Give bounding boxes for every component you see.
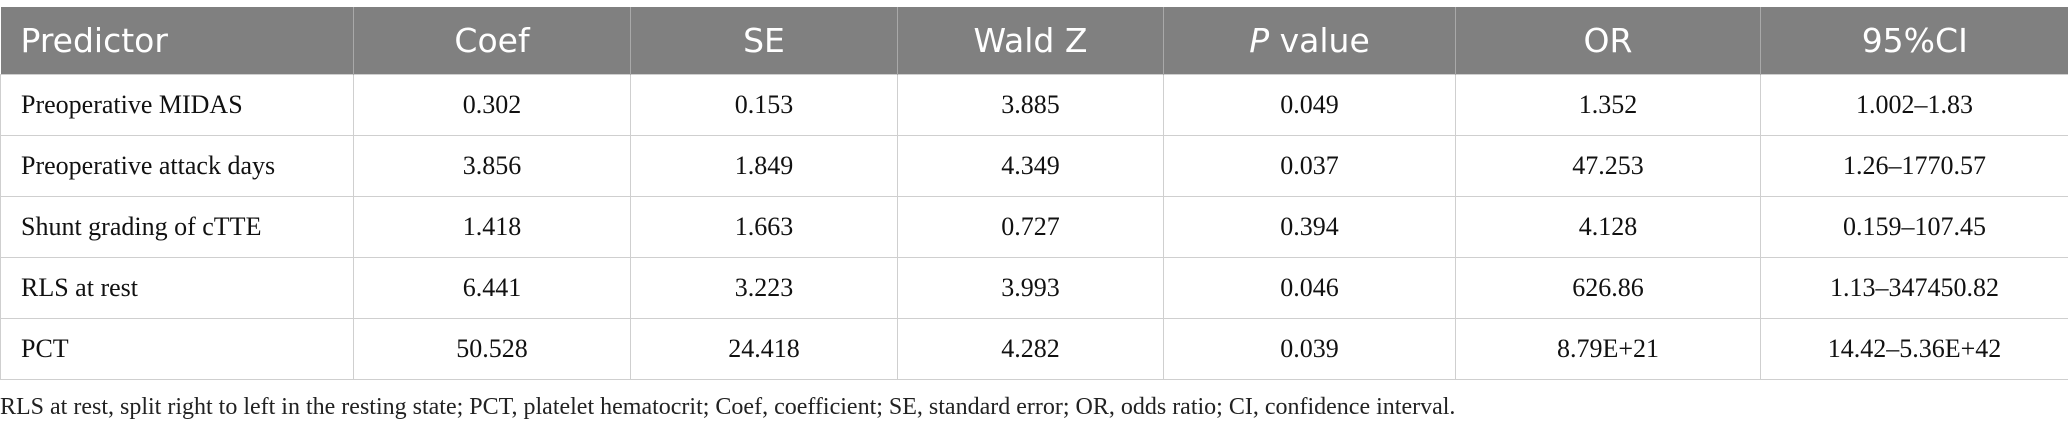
value-cell: 0.037 [1163,135,1456,197]
value-cell: 3.856 [353,135,631,197]
table-row: PCT 50.528 24.418 4.282 0.039 8.79E+21 14.42–5… [0,318,2068,380]
value-cell: 1.849 [630,135,898,197]
column-header: Predictor [0,7,354,75]
value-cell: 0.727 [897,196,1164,258]
value-cell: 1.002–1.83 [1760,74,2068,136]
value-cell: 1.13–347450.82 [1760,257,2068,319]
table-row: Preoperative attack days 3.856 1.849 4.349 0… [0,135,2068,197]
value-cell: 1.418 [353,196,631,258]
column-header: Wald Z [897,7,1164,75]
value-cell: 14.42–5.36E+42 [1760,318,2068,380]
value-cell: 4.128 [1455,196,1761,258]
value-cell: 47.253 [1455,135,1761,197]
value-cell: 50.528 [353,318,631,380]
value-cell: 0.049 [1163,74,1456,136]
table-body: Preoperative MIDAS 0.302 0.153 3.885 0.049 1.… [0,74,2068,380]
predictor-cell: Preoperative attack days [0,135,354,197]
value-cell: 3.885 [897,74,1164,136]
column-header: 95%CI [1760,7,2068,75]
table-row: RLS at rest 6.441 3.223 3.993 0.046 626.86 1.1… [0,257,2068,319]
value-cell: 3.993 [897,257,1164,319]
value-cell: 1.26–1770.57 [1760,135,2068,197]
value-cell: 0.302 [353,74,631,136]
table-row: Shunt grading of cTTE 1.418 1.663 0.727 0.39… [0,196,2068,258]
column-header: OR [1455,7,1761,75]
column-header: SE [630,7,898,75]
value-cell: 1.352 [1455,74,1761,136]
value-cell: 0.046 [1163,257,1456,319]
value-cell: 24.418 [630,318,898,380]
value-cell: 4.349 [897,135,1164,197]
footnote: RLS at rest, split right to left in the … [0,394,1456,420]
value-cell: 8.79E+21 [1455,318,1761,380]
column-header: P value [1163,7,1456,75]
column-header: Coef [353,7,631,75]
value-cell: 4.282 [897,318,1164,380]
value-cell: 0.153 [630,74,898,136]
value-cell: 626.86 [1455,257,1761,319]
predictor-cell: Preoperative MIDAS [0,74,354,136]
value-cell: 3.223 [630,257,898,319]
predictor-cell: RLS at rest [0,257,354,319]
value-cell: 1.663 [630,196,898,258]
value-cell: 0.394 [1163,196,1456,258]
predictor-cell: Shunt grading of cTTE [0,196,354,258]
predictor-cell: PCT [0,318,354,380]
value-cell: 0.159–107.45 [1760,196,2068,258]
value-cell: 0.039 [1163,318,1456,380]
table-row: Preoperative MIDAS 0.302 0.153 3.885 0.049 1.… [0,74,2068,136]
value-cell: 6.441 [353,257,631,319]
